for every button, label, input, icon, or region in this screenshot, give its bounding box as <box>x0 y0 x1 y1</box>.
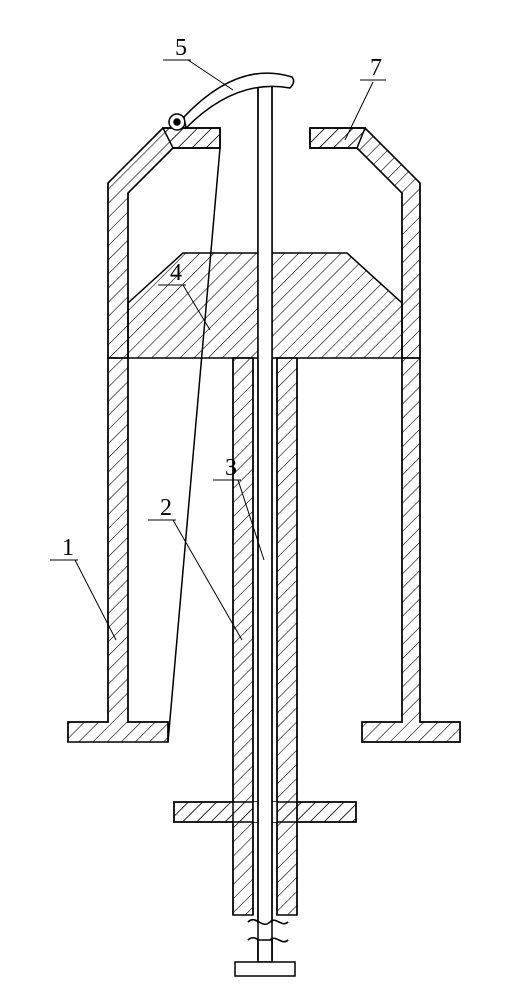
inner-rod-lower <box>258 940 272 962</box>
label-1: 1 <box>62 535 74 561</box>
push-tube-left <box>233 358 253 915</box>
label-3: 3 <box>225 455 237 481</box>
top-cap-left <box>163 128 220 148</box>
leader-2 <box>173 520 242 640</box>
technical-figure: 1 2 3 4 5 7 <box>0 0 520 1000</box>
outer-wall-right <box>362 358 460 742</box>
label-7: 7 <box>370 55 382 81</box>
lid <box>184 73 294 128</box>
label-2: 2 <box>160 495 172 521</box>
push-tube-right <box>277 358 297 915</box>
leader-5 <box>188 60 233 90</box>
label-5: 5 <box>175 35 187 61</box>
outer-wall-left <box>68 358 168 742</box>
section-drawing <box>50 60 460 976</box>
label-4: 4 <box>170 260 182 286</box>
top-cap-right <box>310 128 365 148</box>
rod-foot <box>235 962 295 976</box>
